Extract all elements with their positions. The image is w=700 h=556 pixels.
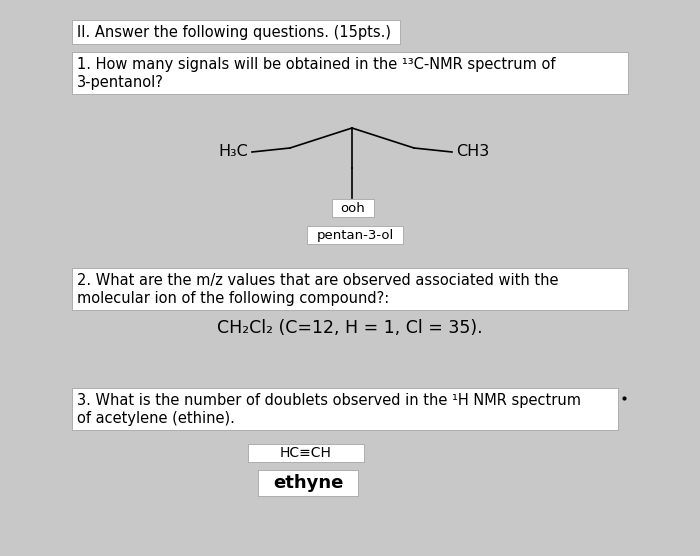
FancyBboxPatch shape bbox=[72, 388, 618, 430]
Text: CH₂Cl₂ (C=12, H = 1, Cl = 35).: CH₂Cl₂ (C=12, H = 1, Cl = 35). bbox=[217, 319, 483, 337]
FancyBboxPatch shape bbox=[72, 268, 628, 310]
Text: pentan-3-ol: pentan-3-ol bbox=[316, 229, 393, 241]
FancyBboxPatch shape bbox=[72, 52, 628, 94]
Text: molecular ion of the following compound?:: molecular ion of the following compound?… bbox=[77, 291, 389, 306]
Text: 3-pentanol?: 3-pentanol? bbox=[77, 76, 164, 91]
Text: CH3: CH3 bbox=[456, 145, 489, 160]
FancyBboxPatch shape bbox=[248, 444, 364, 462]
Text: 1. How many signals will be obtained in the ¹³C-NMR spectrum of: 1. How many signals will be obtained in … bbox=[77, 57, 556, 72]
FancyBboxPatch shape bbox=[332, 199, 374, 217]
Text: ethyne: ethyne bbox=[273, 474, 343, 492]
Text: II. Answer the following questions. (15pts.): II. Answer the following questions. (15p… bbox=[77, 24, 391, 39]
Text: of acetylene (ethine).: of acetylene (ethine). bbox=[77, 411, 235, 426]
FancyBboxPatch shape bbox=[72, 20, 400, 44]
FancyBboxPatch shape bbox=[307, 226, 403, 244]
Text: 3. What is the number of doublets observed in the ¹H NMR spectrum: 3. What is the number of doublets observ… bbox=[77, 394, 581, 409]
Text: ooh: ooh bbox=[341, 201, 365, 215]
Text: H₃C: H₃C bbox=[218, 145, 248, 160]
Text: HC≡CH: HC≡CH bbox=[280, 446, 332, 460]
Text: 2. What are the m/z values that are observed associated with the: 2. What are the m/z values that are obse… bbox=[77, 274, 559, 289]
FancyBboxPatch shape bbox=[258, 470, 358, 496]
